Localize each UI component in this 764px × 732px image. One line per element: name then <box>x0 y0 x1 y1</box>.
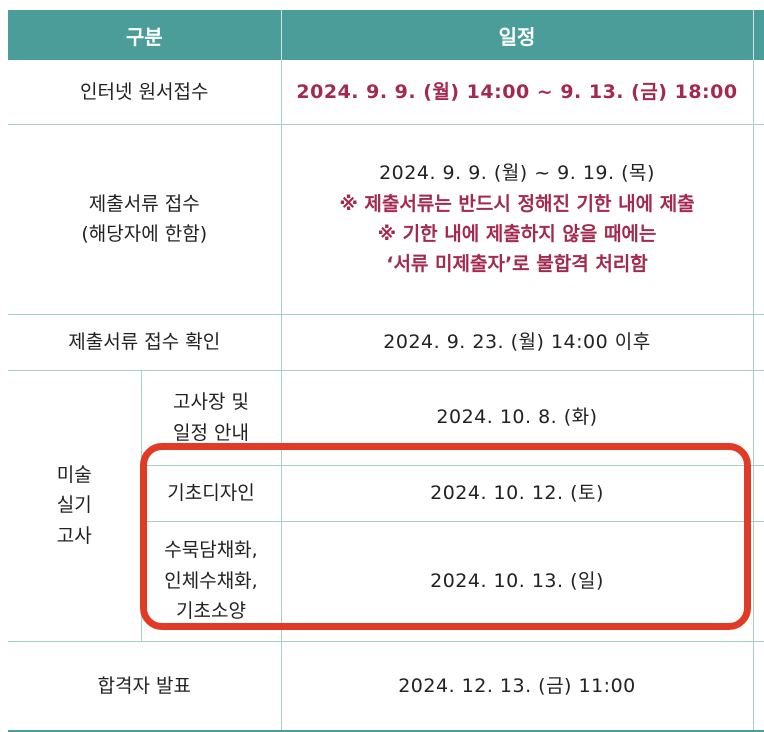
basic-design-date: 2024. 10. 12. (토) <box>281 465 754 522</box>
document-submission-label: 제출서류 접수 (해당자에 한함) <box>8 124 282 315</box>
document-submission-note3: ‘서류 미제출자’로 불합격 처리함 <box>386 253 648 276</box>
online-application-label: 인터넷 원서접수 <box>8 60 282 125</box>
painting-label-line2: 인체수채화, <box>164 569 258 592</box>
header-schedule: 일정 <box>281 10 754 60</box>
document-submission-label-line1: 제출서류 접수 <box>88 192 200 215</box>
row-painting: 수묵담채화, 인체수채화, 기초소양 2024. 10. 13. (일) <box>8 521 764 642</box>
document-submission-detail: 2024. 9. 9. (월) ~ 9. 19. (목) ※ 제출서류는 반드시… <box>281 124 754 315</box>
row-venue-notice: 미술 실기 고사 고사장 및 일정 안내 2024. 10. 8. (화) <box>8 370 764 642</box>
online-application-date: 2024. 9. 9. (월) 14:00 ~ 9. 13. (금) 18:00 <box>281 60 754 125</box>
document-submission-note1: ※ 제출서류는 반드시 정해진 기한 내에 제출 <box>339 192 695 215</box>
row-online-application: 인터넷 원서접수 2024. 9. 9. (월) 14:00 ~ 9. 13. … <box>8 60 764 125</box>
art-exam-group-line2: 실기 <box>56 494 92 517</box>
table-header-row: 구분 일정 <box>8 10 764 60</box>
header-edge <box>752 10 764 60</box>
row-result-announcement: 합격자 발표 2024. 12. 13. (금) 11:00 <box>8 641 764 732</box>
row-document-confirmation: 제출서류 접수 확인 2024. 9. 23. (월) 14:00 이후 <box>8 314 764 371</box>
row-document-submission: 제출서류 접수 (해당자에 한함) 2024. 9. 9. (월) ~ 9. 1… <box>8 124 764 315</box>
document-submission-label-line2: (해당자에 한함) <box>81 223 208 245</box>
venue-notice-label: 고사장 및 일정 안내 <box>141 370 282 466</box>
art-exam-group-line3: 고사 <box>56 524 92 547</box>
venue-notice-date: 2024. 10. 8. (화) <box>281 370 754 466</box>
document-confirmation-label: 제출서류 접수 확인 <box>8 314 282 371</box>
document-confirmation-date: 2024. 9. 23. (월) 14:00 이후 <box>281 314 754 371</box>
painting-label: 수묵담채화, 인체수채화, 기초소양 <box>141 521 282 642</box>
result-announcement-label: 합격자 발표 <box>8 641 282 732</box>
painting-date: 2024. 10. 13. (일) <box>281 521 754 642</box>
painting-label-line3: 기초소양 <box>176 600 246 623</box>
document-submission-date: 2024. 9. 9. (월) ~ 9. 19. (목) <box>379 162 655 185</box>
venue-notice-label-line1: 고사장 및 <box>173 391 249 414</box>
venue-notice-label-line2: 일정 안내 <box>173 421 249 444</box>
result-announcement-date: 2024. 12. 13. (금) 11:00 <box>281 641 754 732</box>
header-category: 구분 <box>8 10 282 60</box>
admission-schedule-table: 구분 일정 인터넷 원서접수 2024. 9. 9. (월) 14:00 ~ 9… <box>8 10 764 732</box>
painting-label-line1: 수묵담채화, <box>164 539 258 562</box>
row-basic-design: 기초디자인 2024. 10. 12. (토) <box>8 465 764 522</box>
art-exam-group-line1: 미술 <box>56 463 92 486</box>
basic-design-label: 기초디자인 <box>141 465 282 522</box>
art-exam-group-label: 미술 실기 고사 <box>8 370 142 642</box>
document-submission-note2: ※ 기한 내에 제출하지 않을 때에는 <box>377 223 657 245</box>
